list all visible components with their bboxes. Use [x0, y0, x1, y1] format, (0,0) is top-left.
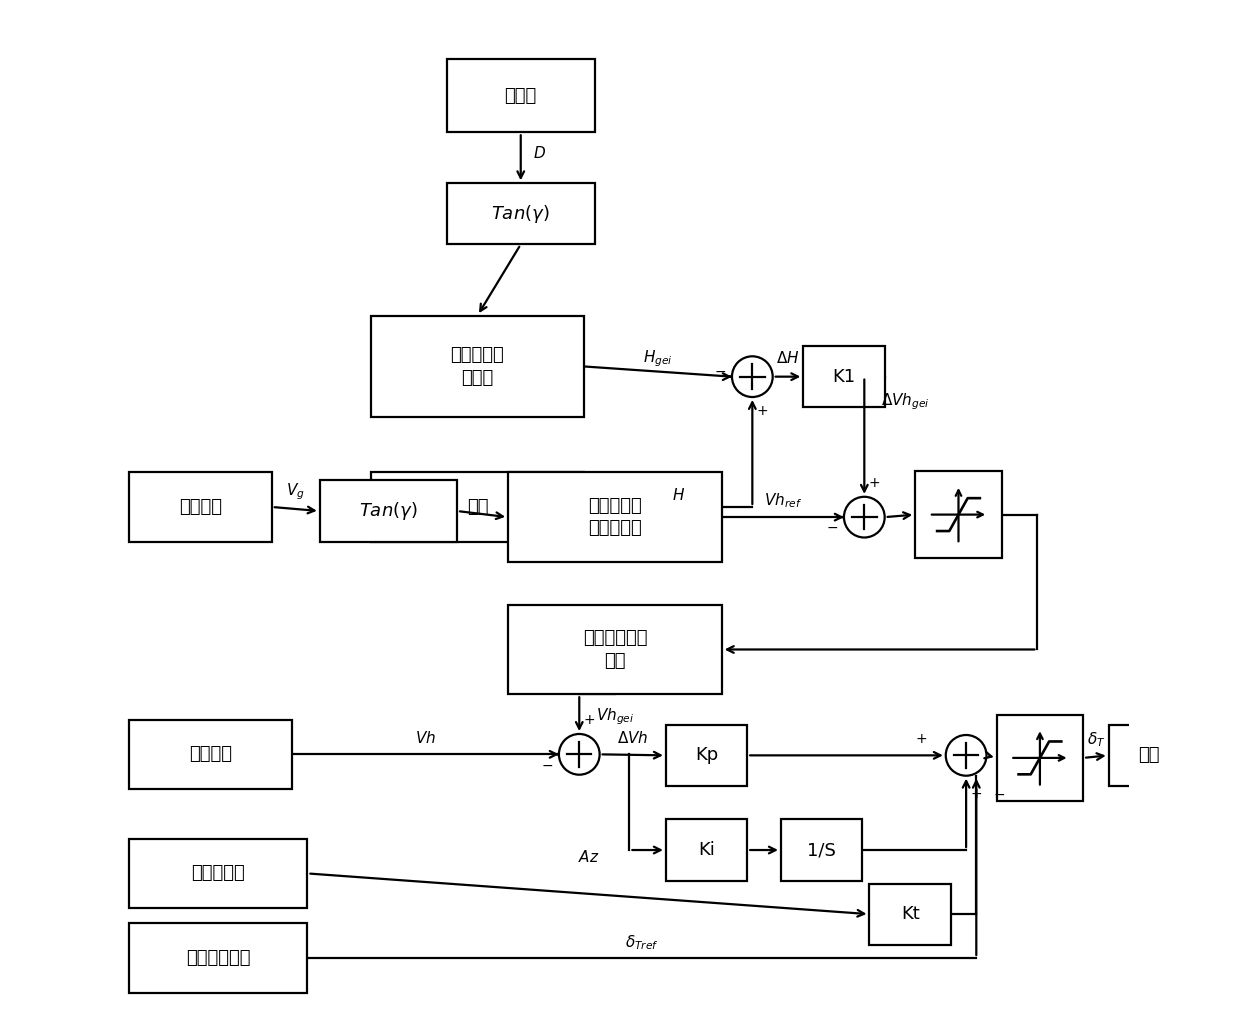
- Text: $\Delta H$: $\Delta H$: [776, 350, 800, 366]
- Text: $-$: $-$: [714, 363, 725, 378]
- Circle shape: [844, 497, 884, 538]
- Text: 待飞距: 待飞距: [505, 87, 537, 105]
- FancyBboxPatch shape: [804, 346, 884, 407]
- Text: Kp: Kp: [694, 746, 718, 765]
- FancyBboxPatch shape: [446, 183, 594, 244]
- Text: 升降速率控
制目标基准: 升降速率控 制目标基准: [588, 497, 642, 538]
- FancyBboxPatch shape: [1109, 725, 1190, 786]
- Text: $H$: $H$: [672, 487, 684, 503]
- Text: 1/S: 1/S: [807, 841, 836, 859]
- Text: 当前应飞高
度目标: 当前应飞高 度目标: [450, 346, 505, 387]
- FancyBboxPatch shape: [129, 472, 272, 542]
- Text: $Vh_{ref}$: $Vh_{ref}$: [764, 492, 802, 510]
- Text: K1: K1: [832, 367, 856, 386]
- FancyBboxPatch shape: [446, 59, 594, 132]
- Text: $\Delta Vh$: $\Delta Vh$: [618, 730, 649, 746]
- Text: 升降速率: 升降速率: [190, 745, 232, 764]
- FancyBboxPatch shape: [508, 472, 722, 562]
- Text: $\Delta Vh_{gei}$: $\Delta Vh_{gei}$: [880, 392, 930, 412]
- Text: $+$: $+$: [583, 713, 595, 727]
- Text: Kt: Kt: [900, 905, 920, 923]
- FancyBboxPatch shape: [129, 720, 293, 789]
- FancyBboxPatch shape: [508, 605, 722, 694]
- Text: $Tan(\gamma)$: $Tan(\gamma)$: [491, 203, 551, 225]
- FancyBboxPatch shape: [915, 471, 1002, 558]
- FancyBboxPatch shape: [781, 819, 862, 881]
- FancyBboxPatch shape: [371, 472, 584, 542]
- FancyBboxPatch shape: [371, 316, 584, 417]
- Text: 升降速率控制
目标: 升降速率控制 目标: [583, 629, 647, 670]
- FancyBboxPatch shape: [129, 839, 308, 908]
- Circle shape: [946, 735, 987, 776]
- FancyBboxPatch shape: [320, 480, 458, 542]
- Text: 高度: 高度: [466, 498, 489, 516]
- Text: $\delta_T$: $\delta_T$: [1086, 730, 1105, 749]
- Text: $-$: $-$: [541, 757, 553, 772]
- Text: $Az$: $Az$: [578, 849, 599, 865]
- FancyBboxPatch shape: [666, 725, 748, 786]
- Text: $H_{gei}$: $H_{gei}$: [644, 348, 673, 369]
- Text: $Vh_{gei}$: $Vh_{gei}$: [595, 706, 634, 727]
- Text: $\delta_{Tref}$: $\delta_{Tref}$: [625, 934, 658, 952]
- Text: $+$: $+$: [756, 404, 769, 418]
- Text: $+$: $+$: [970, 787, 982, 801]
- Text: 油门: 油门: [1138, 746, 1161, 765]
- Text: $+$: $+$: [915, 732, 928, 746]
- FancyBboxPatch shape: [666, 819, 748, 881]
- Text: 油门参考开度: 油门参考开度: [186, 949, 250, 967]
- Text: $-$: $-$: [826, 520, 838, 534]
- Circle shape: [732, 356, 773, 397]
- Circle shape: [559, 734, 600, 775]
- Text: $V_g$: $V_g$: [286, 482, 305, 502]
- Text: $D$: $D$: [532, 145, 546, 161]
- Text: $-$: $-$: [992, 787, 1004, 801]
- Text: $Vh$: $Vh$: [415, 730, 436, 746]
- Text: $Tan(\gamma)$: $Tan(\gamma)$: [360, 500, 418, 522]
- Text: $+$: $+$: [868, 475, 880, 490]
- FancyBboxPatch shape: [869, 884, 951, 945]
- FancyBboxPatch shape: [997, 715, 1084, 801]
- Text: 升降加速度: 升降加速度: [191, 864, 246, 883]
- Text: Ki: Ki: [698, 841, 715, 859]
- Text: 当前地速: 当前地速: [179, 498, 222, 516]
- FancyBboxPatch shape: [129, 923, 308, 993]
